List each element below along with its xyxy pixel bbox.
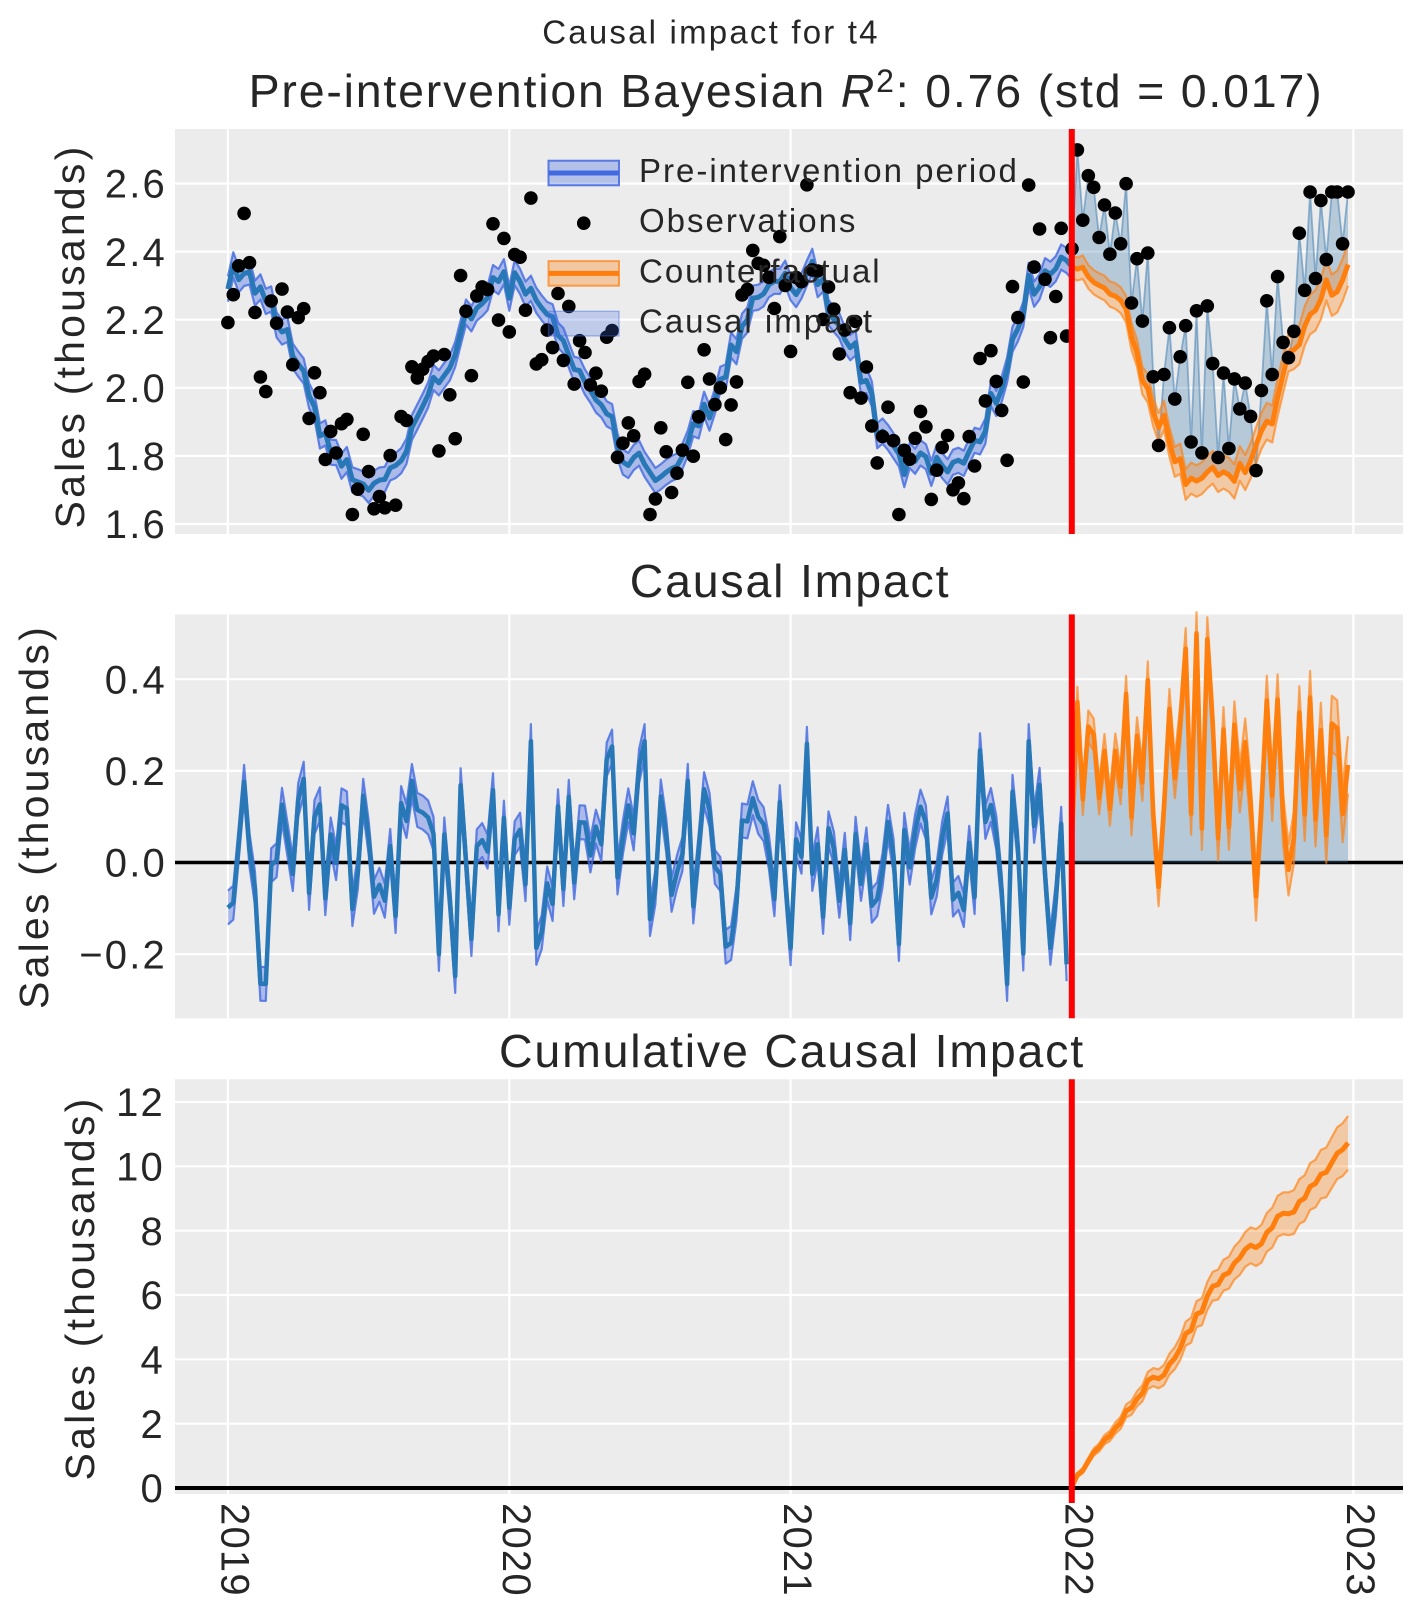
svg-text:−0.2: −0.2 — [79, 933, 167, 977]
svg-text:0.4: 0.4 — [105, 658, 167, 702]
svg-text:8: 8 — [141, 1210, 165, 1254]
svg-text:2.0: 2.0 — [105, 367, 167, 411]
svg-text:2.6: 2.6 — [105, 163, 167, 207]
svg-text:Causal impact: Causal impact — [639, 303, 874, 340]
svg-text:2.4: 2.4 — [105, 231, 167, 275]
svg-text:1.6: 1.6 — [105, 503, 167, 547]
svg-text:4: 4 — [141, 1339, 165, 1383]
svg-text:1.8: 1.8 — [105, 435, 167, 479]
svg-text:Cumulative Causal Impact: Cumulative Causal Impact — [499, 1025, 1085, 1077]
svg-text:Causal impact for t4: Causal impact for t4 — [542, 14, 879, 51]
svg-text:0.2: 0.2 — [105, 750, 167, 794]
svg-text:2021: 2021 — [775, 1503, 819, 1597]
svg-text:10: 10 — [116, 1146, 165, 1190]
svg-text:Counterfactual: Counterfactual — [639, 252, 882, 289]
svg-text:0: 0 — [141, 1467, 165, 1511]
svg-text:2019: 2019 — [212, 1503, 256, 1597]
svg-text:2.2: 2.2 — [105, 299, 167, 343]
svg-text:2020: 2020 — [494, 1503, 538, 1597]
svg-text:2022: 2022 — [1057, 1503, 1101, 1597]
svg-text:6: 6 — [141, 1274, 165, 1318]
svg-text:12: 12 — [116, 1081, 165, 1125]
svg-text:Sales (thousands): Sales (thousands) — [11, 624, 57, 1009]
svg-text:Sales (thousands): Sales (thousands) — [57, 1096, 103, 1481]
svg-text:2: 2 — [141, 1403, 165, 1447]
svg-text:Causal Impact: Causal Impact — [630, 555, 951, 607]
svg-text:Pre-intervention Bayesian R2:: Pre-intervention Bayesian R2: 0.76 (std … — [249, 63, 1324, 117]
svg-text:Observations: Observations — [639, 202, 857, 239]
svg-text:0.0: 0.0 — [105, 842, 167, 886]
svg-text:2023: 2023 — [1338, 1503, 1382, 1597]
svg-text:Sales (thousands): Sales (thousands) — [47, 144, 93, 529]
svg-text:Pre-intervention period: Pre-intervention period — [639, 152, 1019, 189]
